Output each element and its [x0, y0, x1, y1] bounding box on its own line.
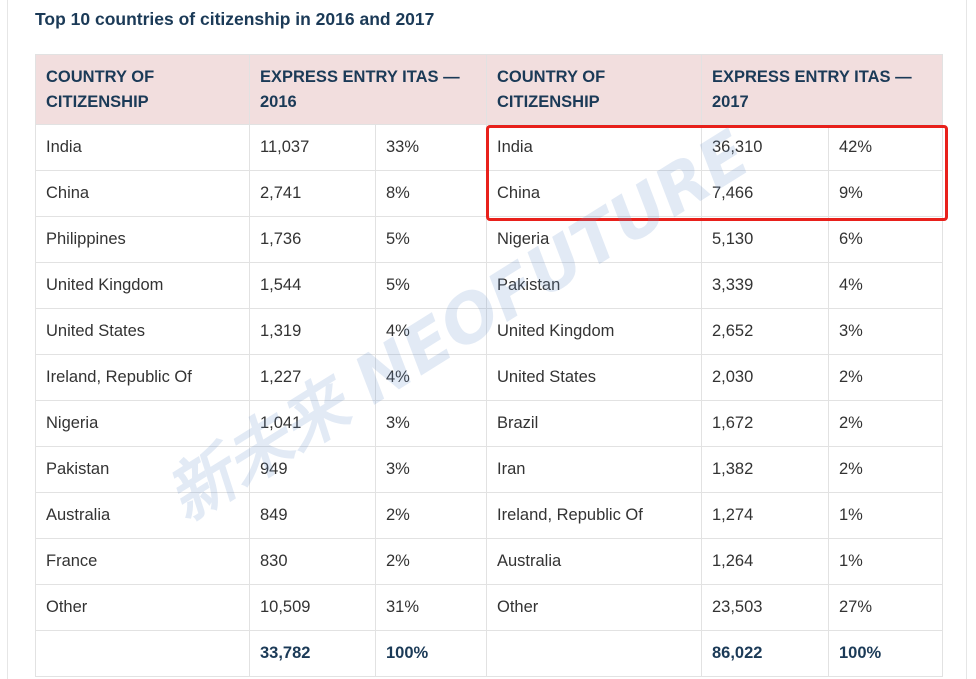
total-cell: 33,782: [249, 630, 376, 677]
table-cell: 11,037: [249, 124, 376, 171]
table-cell: 2%: [375, 538, 487, 585]
total-cell: 86,022: [701, 630, 829, 677]
table-cell: 1,227: [249, 354, 376, 401]
table-cell: United States: [35, 308, 250, 355]
table-row: United States 1,319 4% United Kingdom 2,652 3…: [35, 308, 943, 355]
table-cell: 31%: [375, 584, 487, 631]
table-cell: Other: [35, 584, 250, 631]
table-cell: 2%: [828, 354, 943, 401]
table-cell: China: [35, 170, 250, 217]
table-cell: Pakistan: [35, 446, 250, 493]
table-cell: Nigeria: [35, 400, 250, 447]
table-row: Pakistan 949 3% Iran 1,382 2%: [35, 446, 943, 493]
table-cell: United States: [486, 354, 702, 401]
table-cell: Ireland, Republic Of: [486, 492, 702, 539]
table-cell: 27%: [828, 584, 943, 631]
table-cell: 4%: [375, 308, 487, 355]
table-cell: Australia: [486, 538, 702, 585]
header-cell: COUNTRY OF CITIZENSHIP: [35, 54, 250, 125]
table-cell: 2%: [828, 446, 943, 493]
table-cell: 2,030: [701, 354, 829, 401]
table-cell: 3%: [375, 400, 487, 447]
table-cell: 1,274: [701, 492, 829, 539]
table-cell: 2,741: [249, 170, 376, 217]
table-cell: 1,672: [701, 400, 829, 447]
header-row: COUNTRY OF CITIZENSHIP EXPRESS ENTRY ITA…: [35, 54, 943, 125]
table-cell: 1%: [828, 538, 943, 585]
table-cell: 36,310: [701, 124, 829, 171]
table-cell: 3%: [375, 446, 487, 493]
table-cell: 7,466: [701, 170, 829, 217]
table-cell: Nigeria: [486, 216, 702, 263]
table-cell: 1,544: [249, 262, 376, 309]
table-cell: 1,041: [249, 400, 376, 447]
table-cell: 3,339: [701, 262, 829, 309]
citizenship-table: COUNTRY OF CITIZENSHIP EXPRESS ENTRY ITA…: [35, 54, 943, 677]
table-cell: 42%: [828, 124, 943, 171]
table-cell: Pakistan: [486, 262, 702, 309]
table-cell: 6%: [828, 216, 943, 263]
table-cell: United Kingdom: [486, 308, 702, 355]
table-cell: 1,264: [701, 538, 829, 585]
table-cell: 4%: [375, 354, 487, 401]
table-cell: 849: [249, 492, 376, 539]
table-cell: 2%: [375, 492, 487, 539]
table-cell: Brazil: [486, 400, 702, 447]
table-cell: France: [35, 538, 250, 585]
table-cell: 1,382: [701, 446, 829, 493]
table-row: Philippines 1,736 5% Nigeria 5,130 6%: [35, 216, 943, 263]
table-title: Top 10 countries of citizenship in 2016 …: [35, 9, 435, 29]
header-cell: EXPRESS ENTRY ITAS — 2017: [701, 54, 943, 125]
table-cell: 1,736: [249, 216, 376, 263]
table-cell: 8%: [375, 170, 487, 217]
total-cell: 100%: [375, 630, 487, 677]
empty-cell: [35, 630, 250, 677]
table-row: China 2,741 8% China 7,466 9%: [35, 170, 943, 217]
table-row: Nigeria 1,041 3% Brazil 1,672 2%: [35, 400, 943, 447]
table-cell: United Kingdom: [35, 262, 250, 309]
table-row: Ireland, Republic Of 1,227 4% United States…: [35, 354, 943, 401]
table-cell: Philippines: [35, 216, 250, 263]
table-body: India 11,037 33% India 36,310 42% China 2,741 8%…: [35, 124, 943, 677]
table-cell: 1%: [828, 492, 943, 539]
header-cell: EXPRESS ENTRY ITAS — 2016: [249, 54, 487, 125]
table-cell: India: [35, 124, 250, 171]
empty-cell: [486, 630, 702, 677]
table-cell: 4%: [828, 262, 943, 309]
table-cell: Iran: [486, 446, 702, 493]
table-row: United Kingdom 1,544 5% Pakistan 3,339 4%: [35, 262, 943, 309]
table-row: France 830 2% Australia 1,264 1%: [35, 538, 943, 585]
table-cell: Ireland, Republic Of: [35, 354, 250, 401]
table-cell: 33%: [375, 124, 487, 171]
total-cell: 100%: [828, 630, 943, 677]
table-cell: 5%: [375, 262, 487, 309]
content-frame: [7, 0, 967, 679]
table-cell: China: [486, 170, 702, 217]
table-cell: 23,503: [701, 584, 829, 631]
table-cell: 3%: [828, 308, 943, 355]
table-cell: 5%: [375, 216, 487, 263]
table-row: Australia 849 2% Ireland, Republic Of 1,274 1…: [35, 492, 943, 539]
table-cell: Australia: [35, 492, 250, 539]
table-cell: 830: [249, 538, 376, 585]
table-cell: 2,652: [701, 308, 829, 355]
table-cell: 1,319: [249, 308, 376, 355]
total-row: 33,782 100% 86,022 100%: [35, 630, 943, 677]
table-row: India 11,037 33% India 36,310 42%: [35, 124, 943, 171]
table-cell: Other: [486, 584, 702, 631]
table-cell: 2%: [828, 400, 943, 447]
table-cell: India: [486, 124, 702, 171]
table-cell: 949: [249, 446, 376, 493]
table-cell: 10,509: [249, 584, 376, 631]
header-cell: COUNTRY OF CITIZENSHIP: [486, 54, 702, 125]
table-cell: 9%: [828, 170, 943, 217]
table-row: Other 10,509 31% Other 23,503 27%: [35, 584, 943, 631]
table-cell: 5,130: [701, 216, 829, 263]
